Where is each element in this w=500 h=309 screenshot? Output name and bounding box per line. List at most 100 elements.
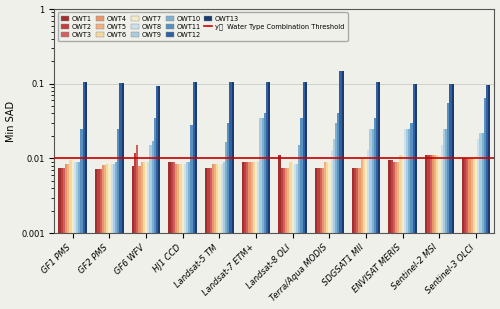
Bar [436, 155, 438, 309]
Bar [376, 82, 378, 309]
Bar [488, 85, 490, 309]
Bar [188, 162, 190, 309]
Bar [305, 82, 307, 309]
Bar [95, 169, 98, 309]
Bar [340, 71, 342, 309]
Bar [398, 162, 400, 309]
Bar [104, 165, 106, 309]
Bar [434, 155, 436, 309]
Bar [110, 164, 113, 309]
Bar [354, 168, 356, 309]
Bar [147, 162, 150, 309]
Bar [358, 168, 360, 309]
Bar [464, 159, 466, 309]
Bar [400, 155, 402, 309]
Legend: OWT1, OWT2, OWT3, OWT4, OWT5, OWT6, OWT7, OWT8, OWT9, OWT10, OWT11, OWT12, OWT13: OWT1, OWT2, OWT3, OWT4, OWT5, OWT6, OWT7… [58, 12, 348, 41]
Bar [438, 155, 440, 309]
Bar [192, 82, 195, 309]
Bar [232, 82, 234, 309]
Bar [72, 160, 74, 309]
Bar [76, 162, 78, 309]
Bar [445, 129, 447, 309]
Bar [470, 159, 473, 309]
Bar [113, 164, 115, 309]
Bar [132, 166, 134, 309]
Bar [250, 162, 253, 309]
Bar [173, 162, 175, 309]
Bar [102, 165, 104, 309]
Bar [365, 157, 367, 309]
Bar [214, 164, 216, 309]
Bar [248, 162, 250, 309]
Bar [335, 123, 337, 309]
Bar [477, 139, 480, 309]
Bar [195, 82, 197, 309]
Bar [180, 164, 182, 309]
Bar [136, 145, 138, 309]
Bar [292, 162, 294, 309]
Bar [78, 162, 80, 309]
Bar [402, 155, 404, 309]
Bar [360, 159, 363, 309]
Bar [330, 150, 332, 309]
Bar [85, 82, 87, 309]
Bar [184, 164, 186, 309]
Bar [320, 168, 322, 309]
Bar [428, 155, 430, 309]
Bar [227, 123, 230, 309]
Bar [486, 85, 488, 309]
Bar [134, 153, 136, 309]
Bar [170, 162, 173, 309]
Bar [370, 129, 372, 309]
Bar [315, 168, 318, 309]
Bar [190, 125, 192, 309]
Bar [290, 162, 292, 309]
Bar [466, 159, 468, 309]
Bar [257, 162, 260, 309]
Bar [285, 168, 288, 309]
Bar [432, 155, 434, 309]
Bar [120, 83, 122, 309]
Bar [352, 168, 354, 309]
Bar [393, 162, 395, 309]
Bar [82, 82, 85, 309]
Bar [186, 162, 188, 309]
Bar [100, 169, 102, 309]
Bar [178, 164, 180, 309]
Y-axis label: Min SAD: Min SAD [6, 100, 16, 142]
Bar [296, 164, 298, 309]
Bar [468, 159, 470, 309]
Bar [244, 162, 246, 309]
Bar [122, 83, 124, 309]
Bar [410, 123, 412, 309]
Bar [68, 164, 70, 309]
Bar [218, 164, 220, 309]
Bar [412, 84, 415, 309]
Bar [145, 162, 147, 309]
Bar [408, 129, 410, 309]
Bar [475, 155, 477, 309]
Bar [374, 118, 376, 309]
Bar [326, 162, 328, 309]
Bar [278, 155, 280, 309]
Bar [480, 133, 482, 309]
Bar [322, 168, 324, 309]
Bar [390, 160, 393, 309]
Bar [242, 162, 244, 309]
Bar [440, 145, 442, 309]
Bar [140, 162, 143, 309]
Bar [462, 159, 464, 309]
Bar [216, 164, 218, 309]
Bar [378, 82, 380, 309]
Bar [115, 162, 117, 309]
Bar [356, 168, 358, 309]
Bar [182, 164, 184, 309]
Bar [395, 162, 398, 309]
Bar [328, 162, 330, 309]
Bar [482, 133, 484, 309]
Bar [150, 145, 152, 309]
Bar [430, 155, 432, 309]
Bar [262, 118, 264, 309]
Bar [225, 142, 227, 309]
Bar [300, 118, 302, 309]
